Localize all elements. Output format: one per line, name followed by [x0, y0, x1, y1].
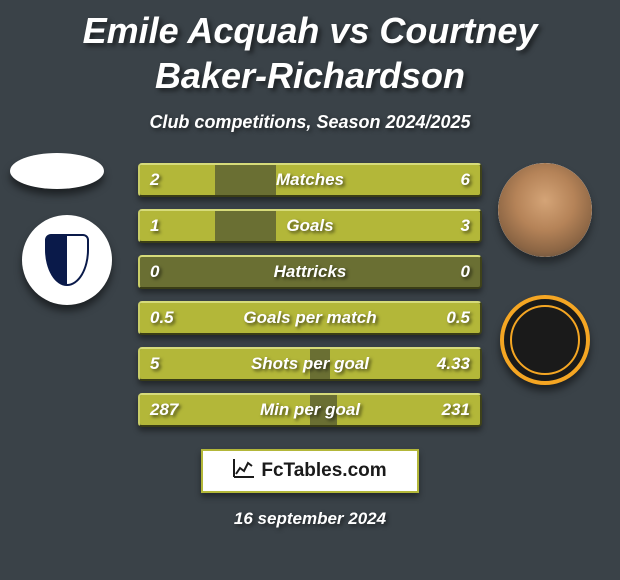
date-label: 16 september 2024	[0, 509, 620, 529]
stat-label: Matches	[276, 170, 344, 190]
comparison-panel: 2 6 Matches 1 3 Goals 0 0 Hattricks 0.5 0.5 Goals p…	[0, 163, 620, 529]
stat-label: Goals per match	[243, 308, 376, 328]
chart-icon	[233, 458, 255, 484]
stat-value-left: 5	[150, 354, 159, 374]
stat-bar: 0 0 Hattricks	[138, 255, 482, 289]
stat-value-right: 3	[461, 216, 470, 236]
stat-value-right: 231	[442, 400, 470, 420]
shield-icon	[45, 234, 89, 286]
avatar-face-icon	[498, 163, 592, 257]
player-left-avatar	[10, 153, 104, 189]
stat-value-right: 6	[461, 170, 470, 190]
club-crest-right	[500, 295, 590, 385]
brand-label: FcTables.com	[261, 460, 386, 482]
stat-bar: 0.5 0.5 Goals per match	[138, 301, 482, 335]
stat-value-left: 0	[150, 262, 159, 282]
stat-value-left: 2	[150, 170, 159, 190]
stat-bar: 5 4.33 Shots per goal	[138, 347, 482, 381]
club-crest-left	[22, 215, 112, 305]
crest-ring-icon	[510, 305, 580, 375]
stat-label: Goals	[286, 216, 333, 236]
stat-value-left: 287	[150, 400, 178, 420]
page-title: Emile Acquah vs Courtney Baker-Richardso…	[0, 0, 620, 98]
stat-label: Hattricks	[274, 262, 347, 282]
stat-bars: 2 6 Matches 1 3 Goals 0 0 Hattricks 0.5 0.5 Goals p…	[138, 163, 482, 427]
stat-label: Min per goal	[260, 400, 360, 420]
stat-value-right: 4.33	[437, 354, 470, 374]
stat-bar: 2 6 Matches	[138, 163, 482, 197]
stat-label: Shots per goal	[251, 354, 369, 374]
stat-value-right: 0.5	[446, 308, 470, 328]
stat-value-left: 1	[150, 216, 159, 236]
player-right-avatar	[498, 163, 592, 257]
brand-box[interactable]: FcTables.com	[201, 449, 419, 493]
subtitle: Club competitions, Season 2024/2025	[0, 112, 620, 133]
stat-value-left: 0.5	[150, 308, 174, 328]
stat-value-right: 0	[461, 262, 470, 282]
stat-bar: 287 231 Min per goal	[138, 393, 482, 427]
stat-bar: 1 3 Goals	[138, 209, 482, 243]
